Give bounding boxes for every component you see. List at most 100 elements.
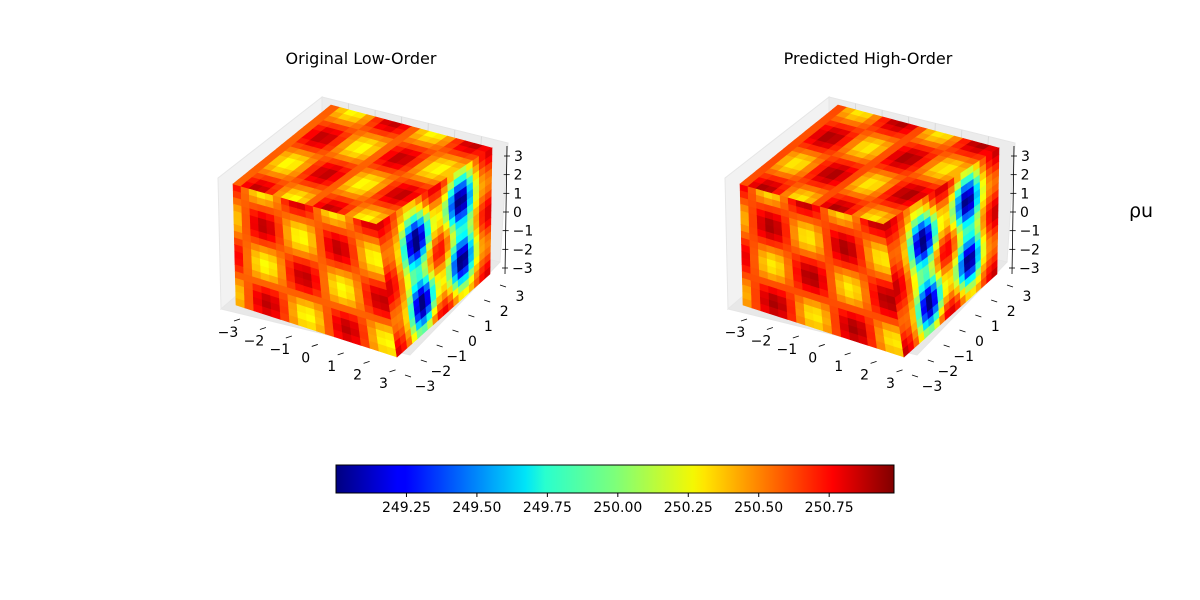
- z-tick-label: −2: [1019, 242, 1040, 258]
- x-tick-label: 0: [808, 350, 817, 366]
- y-tick-mark: [991, 299, 998, 303]
- y-tick-label: 3: [516, 289, 525, 305]
- top-face: [739, 104, 1000, 225]
- z-tick-label: 1: [513, 186, 522, 202]
- y-tick-label: 1: [484, 319, 493, 335]
- cube-cell: [484, 266, 491, 280]
- y-tick-mark: [499, 284, 507, 288]
- x-axis: −3 −2 −1 0 1 2 3: [725, 318, 903, 392]
- x-tick-mark: [818, 344, 825, 347]
- x-tick-mark: [337, 352, 344, 356]
- x-tick-mark: [870, 361, 877, 364]
- y-tick-label: 3: [1023, 289, 1032, 305]
- x-tick-label: −2: [751, 333, 772, 349]
- x-tick-label: 3: [886, 376, 895, 392]
- subplot-title: Original Low-Order: [286, 49, 437, 68]
- x-tick-label: 2: [353, 367, 362, 383]
- colorbar-tick-label: 250.50: [734, 500, 783, 516]
- colorbar-tick-label: 249.75: [523, 500, 572, 516]
- x-tick-mark: [740, 318, 748, 322]
- x-tick-label: −1: [270, 342, 291, 358]
- subplot-title: Predicted High-Order: [784, 49, 953, 68]
- x-tick-mark: [896, 369, 903, 373]
- y-tick-label: 0: [975, 334, 984, 350]
- y-tick-label: −3: [922, 379, 943, 395]
- x-tick-label: 3: [379, 376, 388, 392]
- front-face: [232, 183, 398, 358]
- colorbar-tick-label: 249.50: [452, 500, 501, 516]
- y-tick-label: 1: [991, 319, 1000, 335]
- x-tick-mark: [844, 352, 851, 356]
- cube-cell: [991, 266, 998, 280]
- x-tick-label: 1: [327, 359, 336, 375]
- z-tick-label: −1: [1020, 224, 1041, 240]
- cube-scatter: [232, 104, 493, 358]
- y-tick-label: −1: [953, 349, 974, 365]
- z-axis: 3 2 1 0 −1 −2 −3: [502, 145, 534, 277]
- y-tick-mark: [468, 314, 475, 318]
- y-tick-mark: [484, 299, 491, 303]
- x-tick-label: −3: [218, 325, 239, 341]
- y-tick-label: 2: [500, 304, 509, 320]
- z-tick-label: 0: [1020, 205, 1029, 221]
- z-tick-label: −3: [1019, 261, 1040, 277]
- colorbar-tick-label: 249.25: [382, 500, 431, 516]
- y-tick-mark: [959, 329, 966, 333]
- colorbar: 249.25 249.50 249.75 250.00 250.25 250.50 250.…: [335, 464, 895, 516]
- y-tick-mark: [943, 344, 950, 348]
- y-tick-mark: [436, 344, 443, 348]
- y-tick-mark: [975, 314, 982, 318]
- y-tick-label: 0: [468, 334, 477, 350]
- x-tick-mark: [389, 369, 396, 373]
- y-tick-mark: [927, 359, 934, 363]
- z-tick-label: −2: [512, 242, 533, 258]
- y-tick-label: −1: [446, 349, 467, 365]
- colorbar-tick-label: 250.25: [664, 500, 713, 516]
- colorbar-gradient: [335, 464, 895, 494]
- z-tick-label: −1: [513, 224, 534, 240]
- x-tick-label: −3: [725, 325, 746, 341]
- x-tick-mark: [259, 327, 267, 330]
- y-tick-mark: [452, 329, 459, 333]
- x-tick-label: −1: [777, 342, 798, 358]
- z-tick-label: 2: [1021, 168, 1030, 184]
- colorbar-tick-label: 250.00: [593, 500, 642, 516]
- z-tick-label: 0: [513, 205, 522, 221]
- z-axis-line: [504, 145, 508, 275]
- front-face: [739, 183, 905, 358]
- y-tick-label: −3: [415, 379, 436, 395]
- x-tick-mark: [363, 361, 370, 364]
- y-tick-mark: [911, 374, 919, 378]
- x-tick-mark: [285, 335, 292, 339]
- colorbar-ticks: 249.25 249.50 249.75 250.00 250.25 250.50 250.…: [382, 493, 854, 516]
- z-axis-line: [1011, 145, 1015, 275]
- x-tick-mark: [792, 335, 799, 339]
- x-tick-label: 2: [860, 367, 869, 383]
- x-tick-mark: [766, 327, 774, 330]
- x-tick-mark: [233, 318, 241, 322]
- z-tick-label: 2: [514, 168, 523, 184]
- x-tick-mark: [311, 344, 318, 347]
- colorbar-tick-label: 250.75: [805, 500, 854, 516]
- y-tick-label: −2: [431, 364, 452, 380]
- y-tick-mark: [1006, 284, 1014, 288]
- cube-scatter: [739, 104, 1000, 358]
- y-tick-mark: [420, 359, 427, 363]
- top-face: [232, 104, 493, 225]
- z-tick-label: 3: [514, 149, 523, 165]
- y-tick-label: −2: [938, 364, 959, 380]
- x-tick-label: −2: [244, 333, 265, 349]
- x-axis: −3 −2 −1 0 1 2 3: [218, 318, 396, 392]
- y-tick-label: 2: [1007, 304, 1016, 320]
- variable-label: ρu: [1129, 200, 1153, 222]
- z-tick-label: 1: [1020, 186, 1029, 202]
- right-face: [376, 147, 493, 358]
- y-tick-mark: [404, 374, 412, 378]
- z-tick-label: 3: [1021, 149, 1030, 165]
- x-tick-label: 0: [301, 350, 310, 366]
